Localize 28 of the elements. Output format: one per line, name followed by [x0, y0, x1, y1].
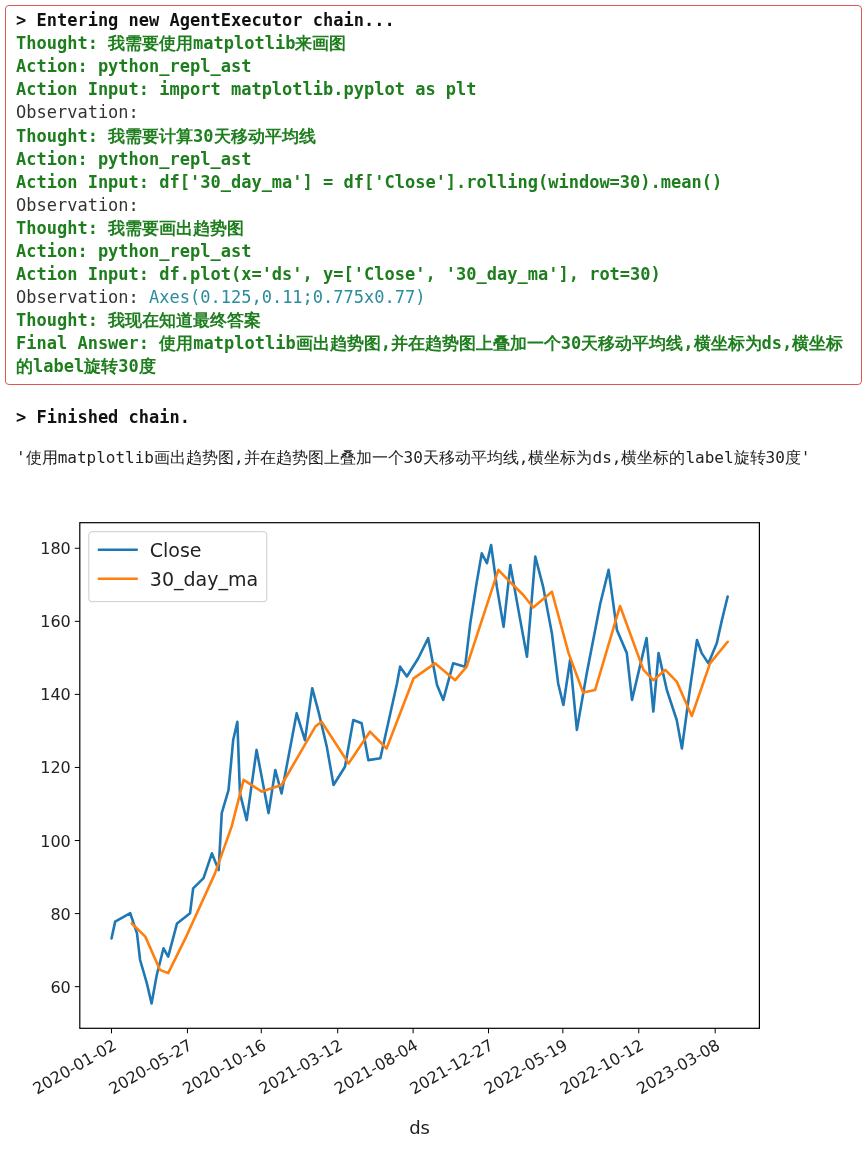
y-tick-label: 100: [40, 831, 71, 851]
text: Action Input: import matplotlib.pyplot as plt: [16, 79, 477, 100]
text: Thought: 我需要计算30天移动平均线: [16, 125, 316, 146]
text: Observation:: [16, 102, 139, 123]
text: Action: python_repl_ast: [16, 148, 252, 169]
text: Thought: 我需要使用matplotlib来画图: [16, 33, 347, 54]
text: Observation:: [16, 287, 139, 308]
text: Action Input: df['30_day_ma'] = df['Close'].rolling(window=30).mean(): [16, 171, 723, 192]
y-tick-label: 120: [40, 758, 71, 778]
legend-label: Close: [149, 538, 202, 561]
text: Observation:: [16, 194, 139, 215]
text: Action: python_repl_ast: [16, 56, 252, 77]
text: Axes(0.125,0.11;0.775x0.77): [149, 287, 426, 308]
y-tick-label: 140: [40, 685, 71, 705]
y-tick-label: 160: [40, 612, 71, 632]
text: Action Input: df.plot(x='ds', y=['Close', '30_day_ma'], rot=30): [16, 264, 661, 285]
x-axis-title: ds: [409, 1117, 431, 1138]
text: > Entering new AgentExecutor chain...: [16, 10, 395, 30]
text: Final Answer: 使用matplotlib画出趋势图,并在趋势图上叠加一个30天移动平均线,横坐标为ds,横坐标的label旋转30度: [16, 333, 844, 377]
text: '使用matplotlib画出趋势图,并在趋势图上叠加一个30天移动平均线,横坐标为ds,横坐标的label旋转30度': [16, 448, 811, 467]
y-tick-label: 80: [50, 904, 71, 924]
y-tick-label: 180: [40, 539, 71, 559]
legend-label: 30_day_ma: [149, 567, 259, 591]
text: Thought: 我需要画出趋势图: [16, 217, 245, 238]
text: > Finished chain.: [16, 407, 190, 427]
text: Action: python_repl_ast: [16, 241, 252, 261]
text: Thought: 我现在知道最终答案: [16, 310, 262, 331]
y-tick-label: 60: [50, 977, 71, 997]
